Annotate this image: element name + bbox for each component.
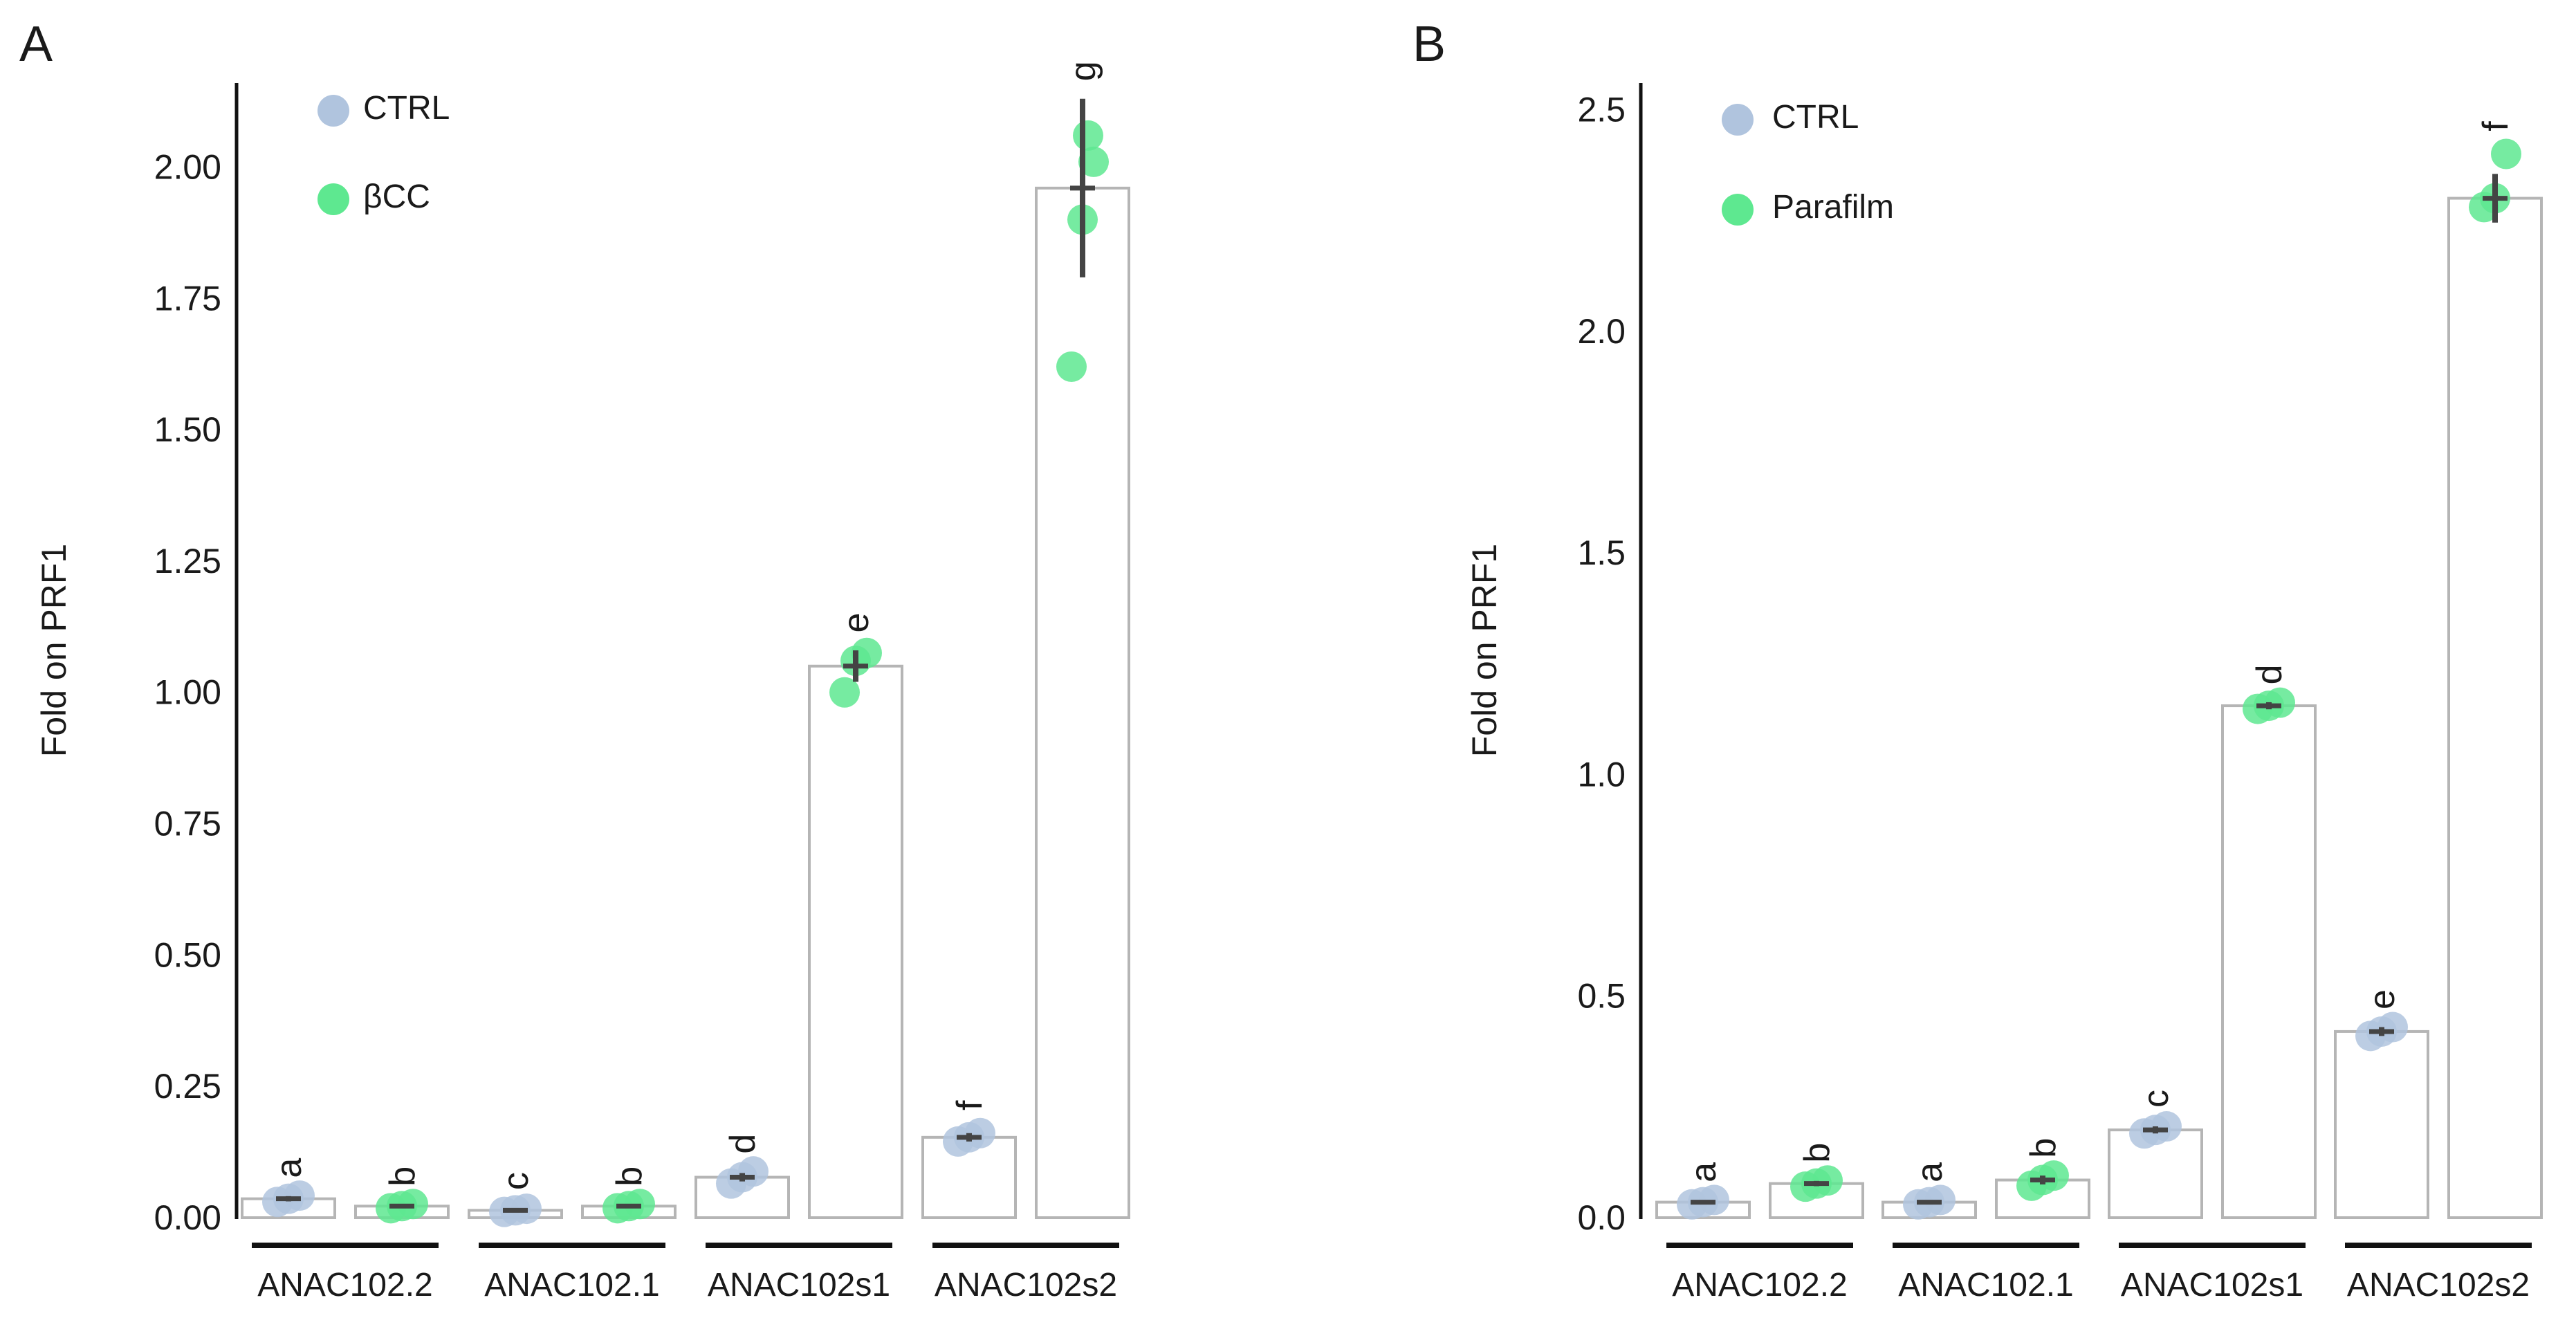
significance-letter: f (950, 1100, 990, 1110)
data-point (829, 677, 860, 708)
significance-letter: b (2023, 1138, 2063, 1158)
panel-letter-a: A (19, 17, 53, 72)
data-point (1078, 146, 1109, 177)
data-point (852, 637, 882, 668)
y-axis-title: Fold on PRF1 (35, 544, 73, 757)
y-tick-label: 1.75 (154, 279, 221, 318)
category-label: ANAC102.1 (484, 1267, 659, 1303)
bar (2221, 704, 2317, 1219)
data-point (2039, 1160, 2069, 1191)
category-label: ANAC102.1 (1898, 1267, 2073, 1303)
significance-letter: b (609, 1166, 650, 1187)
y-tick-label: 0.50 (154, 935, 221, 974)
significance-letter: d (723, 1134, 763, 1154)
bar (808, 664, 903, 1219)
significance-letter: e (2362, 989, 2402, 1009)
bar (2447, 196, 2543, 1219)
y-tick-label: 1.0 (1577, 755, 1626, 794)
bar (1035, 186, 1130, 1220)
significance-letter: d (2250, 664, 2290, 684)
category-label: ANAC102.2 (257, 1267, 432, 1303)
y-tick-label: 1.50 (154, 410, 221, 449)
significance-letter: a (269, 1158, 309, 1178)
data-point (284, 1180, 315, 1211)
y-tick-label: 2.0 (1577, 312, 1626, 351)
legend-marker (1722, 194, 1754, 226)
significance-letter: b (1797, 1143, 1837, 1163)
y-tick-label: 0.5 (1577, 977, 1626, 1016)
category-label: ANAC102s2 (2347, 1267, 2530, 1303)
data-point (2265, 687, 2295, 718)
significance-letter: c (2136, 1090, 2176, 1108)
data-point (1056, 351, 1087, 382)
data-point (738, 1156, 769, 1187)
legend-marker (318, 183, 349, 215)
legend-label: βCC (363, 179, 430, 215)
category-label: ANAC102s1 (2121, 1267, 2303, 1303)
y-tick-label: 1.00 (154, 673, 221, 712)
legend-marker (318, 95, 349, 127)
significance-letter: a (1910, 1162, 1950, 1182)
data-point (2491, 138, 2521, 170)
y-tick-label: 0.0 (1577, 1198, 1626, 1237)
data-point (1812, 1165, 1843, 1196)
y-axis-title: Fold on PRF1 (1465, 544, 1504, 757)
y-tick-label: 0.25 (154, 1067, 221, 1106)
significance-letter: b (383, 1166, 423, 1187)
significance-letter: e (836, 613, 876, 633)
y-tick-label: 2.00 (154, 147, 221, 186)
legend-label: CTRL (363, 90, 450, 127)
panel-letter-b: B (1413, 17, 1446, 72)
bar (2334, 1029, 2429, 1219)
category-label: ANAC102.2 (1672, 1267, 1847, 1303)
legend-label: CTRL (1772, 99, 1859, 136)
significance-letter: g (1063, 61, 1103, 81)
significance-letter: a (1684, 1162, 1724, 1182)
category-label: ANAC102s1 (708, 1267, 890, 1303)
panel-b-chart: 0.0 0.5 1.0 1.5 2.0 2.5 Fold on PRF1 a b a b c d e f AN… (1465, 83, 2543, 1303)
y-tick-label: 0.75 (154, 805, 221, 843)
significance-letter: f (2476, 121, 2516, 131)
data-point (2151, 1111, 2182, 1142)
significance-letter: c (496, 1172, 536, 1190)
legend-marker (1722, 104, 1754, 136)
y-tick-label: 2.5 (1577, 90, 1626, 129)
legend-label: Parafilm (1772, 189, 1894, 226)
y-tick-label: 0.00 (154, 1198, 221, 1237)
data-point (1073, 120, 1103, 151)
panel-a-chart: 0.00 0.25 0.50 0.75 1.00 1.25 1.50 1.75 2.00 Fold… (35, 61, 1130, 1303)
y-tick-label: 1.5 (1577, 533, 1626, 572)
y-tick-label: 1.25 (154, 542, 221, 580)
data-point (965, 1117, 995, 1148)
category-label: ANAC102s2 (935, 1267, 1117, 1303)
data-point (2377, 1012, 2408, 1043)
